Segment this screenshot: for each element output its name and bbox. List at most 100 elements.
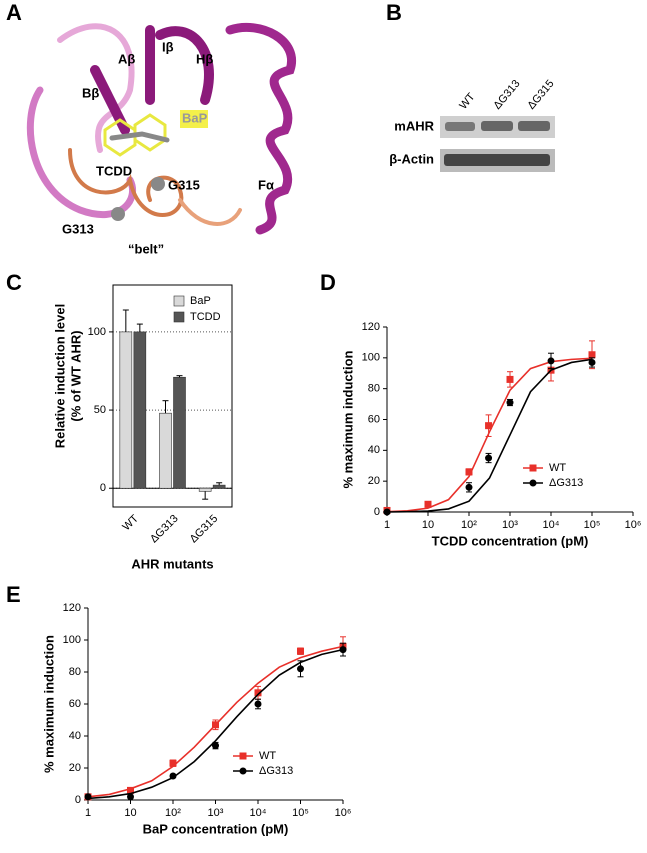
y-tick-label: 20	[69, 762, 81, 774]
fit-curve	[386, 357, 593, 513]
structure-label: “belt”	[128, 241, 164, 256]
panel-label: D	[320, 270, 336, 295]
point	[506, 399, 514, 407]
point	[506, 375, 514, 383]
x-tick-label: ΔG313	[148, 513, 181, 546]
x-tick-label: 10⁵	[584, 519, 601, 531]
structure-label: Iβ	[162, 39, 174, 54]
x-tick-label: 10³	[502, 519, 518, 531]
bar	[119, 331, 133, 489]
structure-label: G313	[62, 221, 94, 236]
y-tick-label: 100	[63, 634, 81, 646]
panel-label: A	[6, 0, 22, 25]
point	[383, 508, 391, 516]
y-tick-label: 80	[69, 666, 81, 678]
y-tick-label: 60	[69, 698, 81, 710]
point	[254, 700, 262, 708]
axis-title: AHR mutants	[131, 556, 213, 571]
point	[588, 351, 596, 359]
blot-row: mAHR	[394, 118, 434, 133]
point	[465, 468, 473, 476]
structure-label: Fα	[258, 177, 274, 192]
bar	[173, 376, 186, 489]
point	[424, 500, 432, 508]
legend-swatch	[173, 295, 185, 307]
axis-title: Relative induction level	[52, 304, 67, 449]
legend-marker	[239, 767, 247, 775]
y-tick-label: 50	[94, 404, 106, 416]
point	[169, 759, 177, 767]
legend-label: TCDD	[190, 311, 221, 323]
y-tick-label: 100	[362, 352, 380, 364]
blot-row: β-Actin	[389, 151, 434, 166]
x-tick-label: 10⁴	[250, 807, 267, 819]
y-tick-label: 0	[374, 506, 380, 518]
x-tick-label: WT	[120, 512, 141, 533]
panel-label: C	[6, 270, 22, 295]
structure	[26, 22, 297, 235]
point	[547, 357, 555, 365]
bar	[212, 484, 226, 489]
legend-label: ΔG313	[549, 477, 583, 489]
x-tick-label: 10⁶	[335, 807, 352, 819]
point	[588, 358, 596, 366]
point	[169, 772, 177, 780]
point	[297, 647, 304, 655]
bar	[133, 331, 147, 489]
x-tick-label: 10²	[461, 519, 477, 531]
point	[254, 689, 262, 697]
x-tick-label: 10³	[208, 807, 224, 819]
x-tick-label: 10²	[165, 807, 181, 819]
x-tick-label: 10	[422, 519, 434, 531]
axis-title: % maximum induction	[41, 635, 56, 773]
fit-curve	[386, 358, 593, 513]
point	[212, 721, 219, 729]
point	[84, 793, 92, 801]
legend-label: ΔG313	[259, 765, 293, 777]
blot-lane: WT	[457, 91, 477, 112]
point	[297, 665, 304, 673]
y-tick-label: 80	[368, 383, 380, 395]
point	[465, 483, 473, 491]
structure-label: Hβ	[196, 51, 213, 66]
panel-label: B	[386, 0, 402, 25]
point	[485, 454, 493, 462]
y-tick-label: 0	[100, 482, 106, 494]
legend-swatch	[173, 311, 185, 323]
point	[127, 793, 134, 801]
bar	[198, 487, 212, 492]
x-tick-label: 10⁵	[292, 807, 309, 819]
legend-marker	[529, 479, 537, 487]
x-tick-label: 1	[384, 519, 390, 531]
legend-label: BaP	[190, 295, 211, 307]
y-tick-label: 120	[63, 602, 81, 614]
axis-title: BaP concentration (pM)	[143, 821, 289, 836]
structure-label: BaP	[182, 110, 208, 125]
blot-lane: ΔG315	[525, 78, 556, 112]
blot-lane: ΔG313	[491, 78, 522, 112]
axis-title: TCDD concentration (pM)	[432, 533, 589, 548]
x-tick-label: ΔG315	[188, 513, 221, 546]
point	[212, 742, 219, 750]
point	[339, 646, 347, 654]
structure-label: TCDD	[96, 163, 132, 178]
point	[127, 786, 134, 794]
x-tick-label: 10	[124, 807, 136, 819]
y-tick-label: 20	[368, 475, 380, 487]
y-tick-label: 0	[75, 794, 81, 806]
legend-marker	[529, 464, 537, 472]
x-tick-label: 10⁴	[543, 519, 560, 531]
axis-title: % maximum induction	[340, 350, 355, 488]
y-tick-label: 60	[368, 413, 380, 425]
legend-marker	[239, 752, 247, 760]
axis-title: (% of WT AHR)	[68, 330, 83, 421]
panel-label: E	[6, 582, 21, 607]
plot-frame	[112, 284, 233, 508]
legend-label: WT	[549, 462, 566, 474]
structure-label: Aβ	[118, 51, 135, 66]
y-tick-label: 40	[368, 444, 380, 456]
y-tick-label: 100	[88, 326, 106, 338]
y-tick-label: 40	[69, 730, 81, 742]
